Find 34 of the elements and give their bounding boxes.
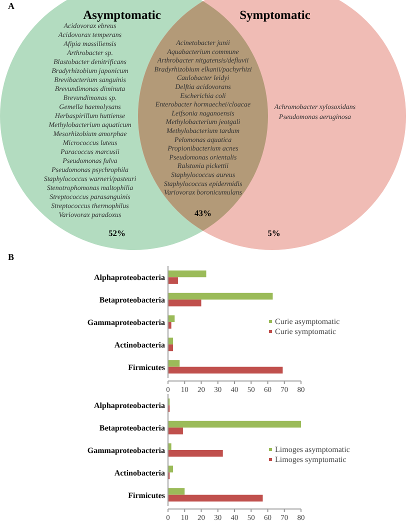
legend-label: Limoges asymptomatic (275, 445, 350, 454)
y-tick-label: Gammaproteobacteria (87, 446, 165, 455)
bar (168, 270, 206, 278)
y-tick-label: Actinobacteria (114, 468, 165, 478)
bar (168, 277, 178, 284)
bar (168, 366, 283, 374)
bar (168, 338, 173, 344)
bar (168, 292, 273, 300)
text: 5% (268, 228, 280, 238)
bar (168, 466, 173, 472)
bar (168, 488, 185, 495)
text: 52% (108, 228, 126, 238)
bar (168, 300, 202, 306)
bar (168, 450, 223, 457)
legend-label: Curie asymptomatic (275, 317, 340, 326)
bar (168, 494, 263, 502)
bar (168, 428, 183, 434)
legend-label: Curie symptomatic (275, 327, 337, 336)
legend-label: Limoges symptomatic (275, 455, 347, 464)
y-tick-label: Alphaproteobacteria (94, 401, 165, 410)
category-label: Asymptomatic (83, 8, 162, 22)
y-tick-label: Firmicutes (128, 362, 165, 372)
y-tick-label: Betaproteobacteria (99, 424, 165, 433)
y-tick-label: Alphaproteobacteria (94, 273, 165, 282)
bar (168, 360, 180, 367)
y-tick-label: Betaproteobacteria (99, 296, 165, 305)
category-label: Symptomatic (240, 8, 311, 22)
y-tick-label: Firmicutes (128, 490, 165, 500)
bar (168, 420, 301, 428)
text: A (8, 1, 15, 11)
text: B (8, 252, 14, 262)
y-tick-label: Actinobacteria (114, 340, 165, 350)
text: 43% (194, 208, 212, 218)
y-tick-label: Gammaproteobacteria (87, 318, 165, 327)
